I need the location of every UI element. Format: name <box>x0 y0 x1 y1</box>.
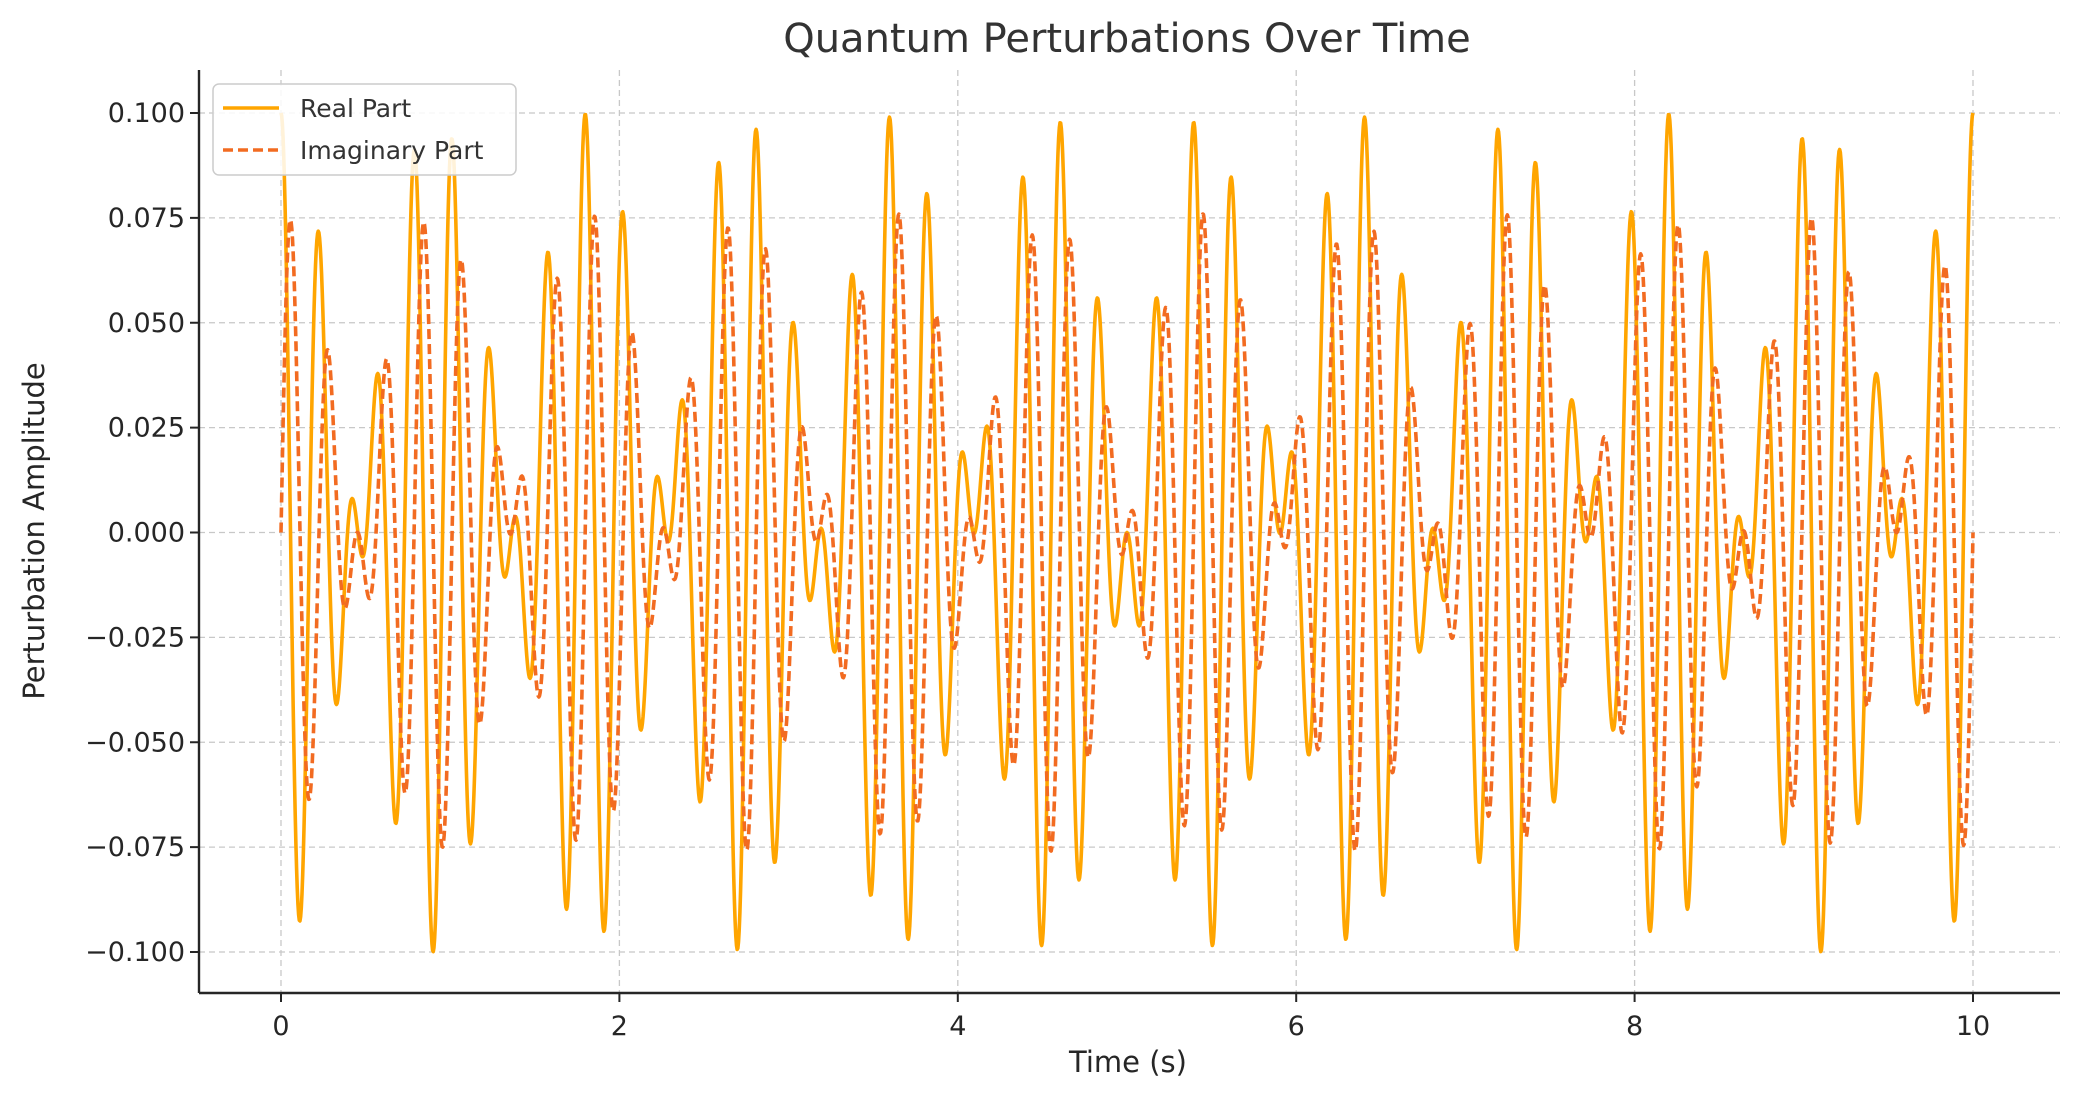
y-tick-label: −0.025 <box>85 622 185 653</box>
plot-area <box>279 112 1975 954</box>
y-tick-label: 0.100 <box>108 98 185 129</box>
series-line-imaginary-part <box>279 212 1975 853</box>
x-tick-label: 8 <box>1626 1011 1643 1042</box>
legend-label-real-part: Real Part <box>300 94 411 123</box>
x-tick-label: 2 <box>611 1011 628 1042</box>
y-ticks: −0.100 −0.075 −0.050 −0.025 0.000 0.025 0.050 0… <box>85 98 199 968</box>
legend-box <box>212 83 517 176</box>
chart-title: Quantum Perturbations Over Time <box>783 16 1471 62</box>
y-axis-label: Perturbation Amplitude <box>17 362 51 699</box>
y-tick-label: 0.050 <box>108 308 185 339</box>
y-tick-label: 0.025 <box>108 413 185 444</box>
x-tick-label: 0 <box>272 1011 289 1042</box>
x-ticks: 0 2 4 6 8 10 <box>272 993 1990 1042</box>
grid <box>199 70 2060 993</box>
y-tick-label: −0.050 <box>85 727 185 758</box>
y-tick-label: −0.075 <box>85 832 185 863</box>
y-tick-label: 0.000 <box>108 518 185 549</box>
y-tick-label: 0.075 <box>108 203 185 234</box>
y-tick-label: −0.100 <box>85 937 185 968</box>
legend-label-imaginary-part: Imaginary Part <box>300 136 484 165</box>
x-tick-label: 10 <box>1956 1011 1990 1042</box>
legend: Real Part Imaginary Part <box>212 83 517 176</box>
series-line-real-part <box>279 112 1975 954</box>
x-tick-label: 6 <box>1288 1011 1305 1042</box>
x-tick-label: 4 <box>949 1011 966 1042</box>
x-axis-label: Time (s) <box>1068 1045 1187 1079</box>
